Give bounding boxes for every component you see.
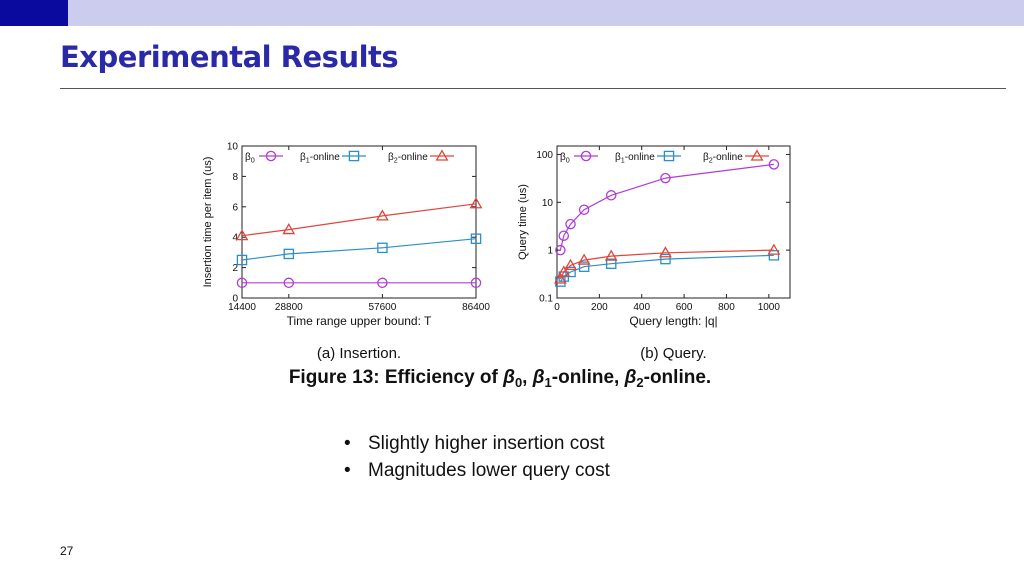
beta2-point: [767, 243, 781, 255]
beta1-point: [470, 233, 482, 244]
bullet-item: Magnitudes lower query cost: [340, 457, 610, 484]
legend-swatch-marker: [750, 149, 764, 161]
y-tick-label: 6: [232, 202, 238, 213]
beta2-point: [564, 258, 577, 271]
legend-swatch-marker: [348, 150, 360, 162]
y-tick-label: 2: [232, 263, 238, 274]
beta2-point: [469, 197, 483, 209]
beta2-point: [659, 246, 672, 258]
subcaption: (b) Query.: [640, 345, 706, 362]
beta1-point: [660, 253, 671, 265]
figure-caption: Figure 13: Efficiency of β0, β1-online, …: [289, 367, 711, 390]
chart-legend: β0 β1-online β2-online: [245, 149, 454, 165]
top-banner-accent: [0, 0, 68, 26]
subcaption: (a) Insertion.: [317, 345, 401, 362]
beta0-point: [283, 277, 295, 289]
legend-swatch-marker: [435, 149, 449, 161]
y-tick-label: 10: [227, 142, 239, 153]
legend-label: β2-online: [703, 152, 743, 165]
beta2-point: [557, 265, 571, 277]
x-tick-label: 86400: [462, 302, 490, 313]
x-axis-label: Time range upper bound: T: [287, 314, 432, 328]
x-tick-label: 600: [676, 302, 693, 313]
x-tick-label: 400: [633, 302, 650, 313]
legend-label: β1-online: [615, 152, 655, 165]
legend-swatch-marker: [265, 150, 277, 162]
y-tick-label: 1: [547, 246, 553, 257]
x-tick-label: 57600: [368, 302, 396, 313]
legend-label: β1-online: [300, 152, 340, 165]
beta0-point: [660, 172, 671, 184]
legend-label: β0: [560, 152, 570, 165]
y-tick-label: 0.1: [539, 294, 553, 305]
y-tick-label: 4: [232, 233, 238, 244]
beta0-point: [565, 218, 576, 230]
beta1-line: [241, 238, 477, 261]
beta1-point: [605, 258, 617, 269]
x-tick-label: 14400: [228, 302, 256, 313]
y-tick-label: 100: [536, 150, 553, 161]
legend-label: β0: [245, 152, 255, 165]
title-divider: [60, 88, 1006, 89]
x-axis-label: Query length: |q|: [629, 314, 717, 328]
beta2-point: [604, 249, 618, 261]
beta2-point: [282, 222, 296, 235]
beta2-line: [559, 249, 774, 280]
beta1-point: [768, 250, 780, 261]
beta0-point: [236, 277, 248, 289]
x-tick-label: 800: [718, 302, 735, 313]
plot-frame: [241, 145, 477, 299]
x-tick-label: 28800: [275, 302, 303, 313]
beta2-point: [375, 209, 389, 221]
bullet-item: Slightly higher insertion cost: [340, 430, 610, 457]
y-tick-label: 10: [542, 198, 554, 209]
beta0-line: [559, 163, 774, 251]
y-axis-label: Insertion time per item (us): [202, 157, 214, 288]
beta0-point: [605, 190, 617, 201]
legend-label: β2-online: [388, 152, 428, 165]
beta0-point: [377, 277, 388, 289]
plot-frame: [556, 145, 791, 299]
y-axis-label: Query time (us): [517, 184, 529, 260]
x-tick-label: 200: [591, 302, 608, 313]
page-number: 27: [60, 544, 74, 558]
beta1-point: [578, 261, 590, 272]
y-tick-label: 8: [232, 172, 238, 183]
beta2-point: [577, 253, 591, 265]
chart-legend: β0 β1-online β2-online: [560, 149, 769, 165]
beta0-point: [578, 204, 590, 215]
legend-swatch-marker: [663, 150, 675, 162]
beta1-point: [236, 254, 248, 266]
beta0-point: [558, 230, 570, 241]
beta1-point: [377, 242, 388, 254]
beta2-point: [553, 272, 567, 284]
x-tick-label: 0: [554, 302, 560, 313]
beta2-point: [235, 229, 249, 241]
beta0-point: [555, 244, 566, 256]
top-banner: [0, 0, 1024, 26]
x-tick-label: 1000: [758, 302, 781, 313]
beta0-point: [470, 277, 482, 289]
slide-title: Experimental Results: [60, 40, 399, 74]
beta1-point: [283, 248, 295, 260]
beta0-point: [768, 159, 780, 170]
beta1-point: [565, 266, 576, 278]
beta2-line: [241, 203, 477, 237]
legend-swatch-marker: [580, 150, 592, 162]
bullet-list: Slightly higher insertion cost Magnitude…: [340, 430, 610, 484]
y-tick-label: 0: [232, 294, 238, 305]
